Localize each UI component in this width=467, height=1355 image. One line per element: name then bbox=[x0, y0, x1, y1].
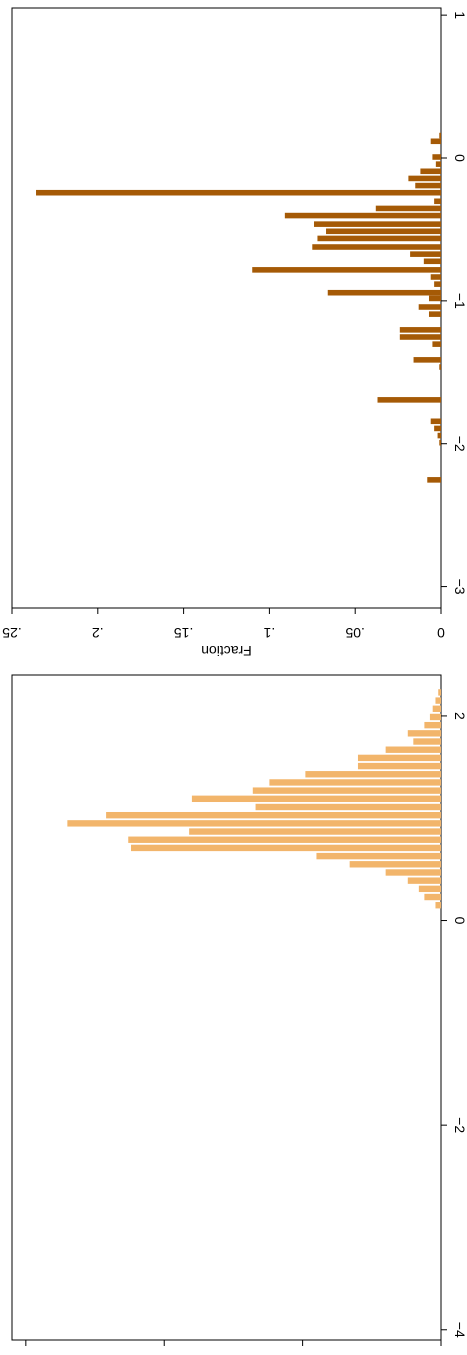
histogram-bar bbox=[430, 418, 441, 425]
histogram-bar bbox=[407, 877, 441, 884]
histogram-bar bbox=[430, 138, 441, 145]
histogram-bar bbox=[357, 754, 441, 762]
histogram-bar bbox=[269, 779, 441, 786]
histogram-bar bbox=[385, 869, 441, 876]
histogram-bar bbox=[429, 713, 441, 721]
histogram-bar bbox=[434, 281, 441, 287]
histogram-bar bbox=[435, 902, 441, 909]
x-axis-tick-label: 0 bbox=[452, 917, 467, 925]
histogram-bar bbox=[131, 844, 441, 852]
histogram-bar bbox=[428, 311, 441, 317]
histogram-bar bbox=[434, 198, 441, 205]
value-axis-tick-label: .25 bbox=[2, 625, 22, 641]
histogram-bar bbox=[435, 697, 441, 704]
histogram-bar bbox=[439, 132, 441, 139]
histogram-bar bbox=[252, 267, 441, 273]
histogram-bar bbox=[432, 341, 441, 347]
bottom-histogram-panel: 0.05.1.15Fraction−4−202 bbox=[11, 674, 467, 1346]
histogram-bar bbox=[128, 836, 441, 843]
histogram-bar bbox=[316, 852, 441, 860]
histogram-bar bbox=[407, 730, 441, 737]
x-axis-tick-label: 2 bbox=[452, 712, 467, 720]
histogram-bar bbox=[36, 189, 442, 196]
histogram-bar bbox=[439, 439, 441, 446]
histogram-bar bbox=[432, 154, 441, 160]
histogram-bar bbox=[349, 861, 441, 868]
top-histogram-panel: 0 .05 .1 .15 .2 .25 Fraction −3 −2 −1 0 1 bbox=[2, 7, 467, 659]
histogram-bar bbox=[67, 820, 442, 827]
x-axis-tick-label: 1 bbox=[452, 11, 467, 19]
histogram-bar bbox=[326, 228, 441, 235]
histogram-bar bbox=[432, 705, 441, 712]
x-axis-tick-label: −1 bbox=[452, 293, 467, 309]
histogram-bar bbox=[420, 168, 441, 175]
histogram-bar bbox=[327, 289, 441, 296]
value-axis-tick-label: .05 bbox=[345, 625, 365, 641]
histogram-bar bbox=[317, 235, 441, 242]
value-axis-tick-label: .15 bbox=[174, 625, 194, 641]
histogram-bar bbox=[106, 811, 442, 819]
histogram-bar bbox=[418, 885, 441, 893]
value-axis-tick-label: .2 bbox=[92, 625, 104, 641]
value-axis-title: Fraction bbox=[201, 643, 252, 659]
histogram-bar bbox=[408, 175, 441, 182]
histogram-bar bbox=[439, 364, 441, 370]
histogram-bar bbox=[375, 205, 441, 212]
x-axis-tick-label: −4 bbox=[452, 1322, 467, 1338]
histogram-bar bbox=[430, 274, 441, 280]
value-axis-tick-label: .1 bbox=[263, 625, 275, 641]
histogram-bar bbox=[189, 828, 441, 835]
histogram-bar bbox=[284, 212, 441, 219]
histogram-bar bbox=[437, 432, 441, 439]
histogram-bar bbox=[413, 357, 441, 363]
histogram-bar bbox=[427, 477, 441, 483]
histogram-bar bbox=[314, 221, 441, 227]
x-axis-tick-label: 0 bbox=[452, 154, 467, 162]
histogram-bar bbox=[377, 397, 441, 403]
histogram-bar bbox=[385, 746, 441, 753]
plot-frame bbox=[11, 674, 442, 1341]
x-axis-tick-label: −3 bbox=[452, 579, 467, 595]
histogram-bar bbox=[410, 251, 441, 257]
x-axis-tick-label: −2 bbox=[452, 1117, 467, 1133]
histogram-bar bbox=[438, 689, 441, 696]
x-axis-tick-label: −2 bbox=[452, 436, 467, 452]
histogram-bar bbox=[305, 771, 441, 778]
histogram-bar bbox=[399, 327, 441, 333]
histogram-bar bbox=[418, 304, 441, 310]
histogram-bar bbox=[191, 795, 441, 803]
histogram-bar bbox=[434, 425, 441, 432]
histogram-bar bbox=[252, 787, 441, 794]
value-axis-tick-label: 0 bbox=[437, 625, 445, 641]
plot-frame bbox=[11, 7, 442, 609]
histogram-bar bbox=[399, 334, 441, 340]
histogram-bar bbox=[424, 721, 441, 729]
histogram-bar bbox=[255, 803, 441, 811]
histogram-bar bbox=[415, 182, 441, 189]
histogram-bar bbox=[428, 295, 441, 302]
histogram-bar bbox=[357, 762, 441, 770]
histogram-bar bbox=[413, 738, 441, 745]
histogram-bar bbox=[435, 161, 441, 167]
histogram-bar bbox=[423, 258, 441, 265]
histogram-bar bbox=[312, 244, 441, 250]
histogram-bar bbox=[424, 893, 441, 901]
